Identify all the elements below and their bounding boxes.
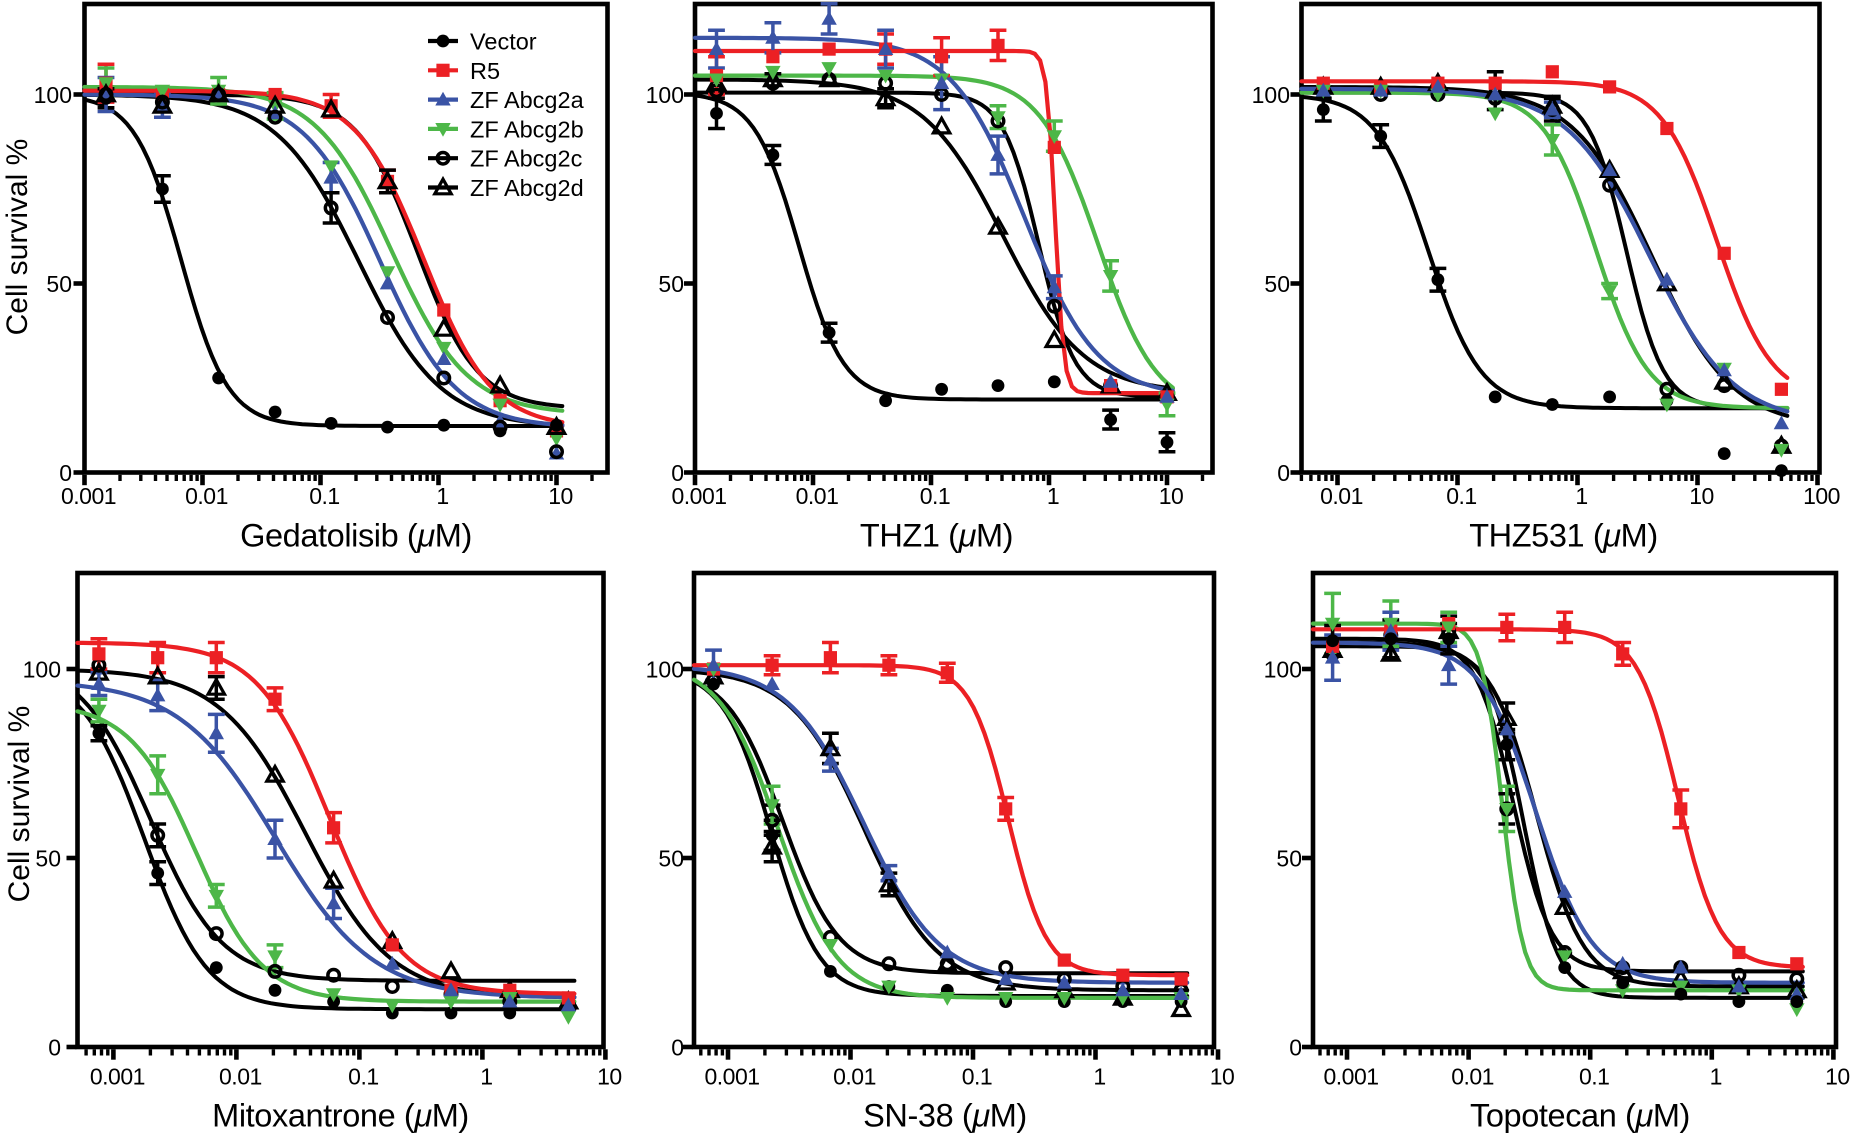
- svg-text:10: 10: [1689, 483, 1714, 509]
- svg-text:0.001: 0.001: [704, 1064, 759, 1090]
- svg-text:100: 100: [1252, 82, 1290, 108]
- svg-text:10: 10: [1159, 483, 1184, 509]
- svg-text:THZ531 (μM): THZ531 (μM): [1469, 518, 1658, 554]
- svg-text:10: 10: [1825, 1064, 1850, 1090]
- svg-text:50: 50: [46, 271, 72, 297]
- svg-text:10: 10: [1210, 1064, 1235, 1090]
- svg-text:50: 50: [658, 271, 684, 297]
- svg-text:0.001: 0.001: [671, 483, 726, 509]
- svg-text:0.1: 0.1: [1579, 1064, 1609, 1090]
- svg-text:10: 10: [548, 483, 573, 509]
- svg-text:1: 1: [1093, 1064, 1105, 1090]
- svg-text:50: 50: [1264, 271, 1290, 297]
- svg-text:0.1: 0.1: [1446, 483, 1476, 509]
- svg-text:0: 0: [671, 1035, 684, 1061]
- svg-text:1: 1: [1047, 483, 1059, 509]
- svg-text:0: 0: [671, 460, 684, 486]
- svg-text:0.01: 0.01: [1320, 483, 1363, 509]
- svg-text:1: 1: [480, 1064, 492, 1090]
- svg-text:0: 0: [1277, 460, 1290, 486]
- svg-text:100: 100: [23, 657, 61, 683]
- svg-text:0.1: 0.1: [309, 483, 339, 509]
- svg-text:1: 1: [1575, 483, 1587, 509]
- svg-text:0.01: 0.01: [219, 1064, 262, 1090]
- svg-text:R5: R5: [470, 58, 500, 84]
- svg-text:1: 1: [1710, 1064, 1722, 1090]
- svg-text:50: 50: [658, 846, 684, 872]
- svg-text:50: 50: [1276, 846, 1302, 872]
- svg-text:ZF Abcg2c: ZF Abcg2c: [470, 146, 583, 172]
- svg-text:0.1: 0.1: [920, 483, 950, 509]
- svg-text:Mitoxantrone (μM): Mitoxantrone (μM): [212, 1098, 469, 1134]
- svg-text:0.01: 0.01: [833, 1064, 876, 1090]
- svg-text:Gedatolisib (μM): Gedatolisib (μM): [240, 518, 472, 554]
- svg-text:0.01: 0.01: [185, 483, 228, 509]
- svg-text:1: 1: [436, 483, 448, 509]
- svg-text:100: 100: [1803, 483, 1840, 509]
- svg-text:100: 100: [34, 82, 72, 108]
- svg-text:50: 50: [35, 846, 61, 872]
- svg-text:THZ1 (μM): THZ1 (μM): [860, 518, 1013, 554]
- svg-text:Cell survival %: Cell survival %: [1, 139, 34, 336]
- svg-text:Vector: Vector: [470, 29, 537, 55]
- svg-text:0.01: 0.01: [796, 483, 839, 509]
- svg-text:0.001: 0.001: [90, 1064, 145, 1090]
- svg-text:0: 0: [59, 460, 72, 486]
- svg-text:0.001: 0.001: [1323, 1064, 1378, 1090]
- svg-text:0: 0: [48, 1035, 61, 1061]
- svg-text:0.01: 0.01: [1451, 1064, 1494, 1090]
- svg-text:100: 100: [646, 657, 684, 683]
- svg-text:0: 0: [1289, 1035, 1302, 1061]
- svg-text:100: 100: [1264, 657, 1302, 683]
- svg-text:ZF Abcg2b: ZF Abcg2b: [470, 116, 584, 142]
- svg-text:Topotecan (μM): Topotecan (μM): [1470, 1098, 1690, 1134]
- svg-text:100: 100: [646, 82, 684, 108]
- svg-text:ZF Abcg2a: ZF Abcg2a: [470, 87, 585, 113]
- svg-text:ZF Abcg2d: ZF Abcg2d: [470, 175, 584, 201]
- svg-text:Cell survival %: Cell survival %: [3, 706, 36, 903]
- svg-text:10: 10: [597, 1064, 622, 1090]
- svg-text:0.1: 0.1: [962, 1064, 992, 1090]
- svg-text:SN-38 (μM): SN-38 (μM): [863, 1098, 1027, 1134]
- svg-text:0.1: 0.1: [348, 1064, 378, 1090]
- svg-text:0.001: 0.001: [61, 483, 116, 509]
